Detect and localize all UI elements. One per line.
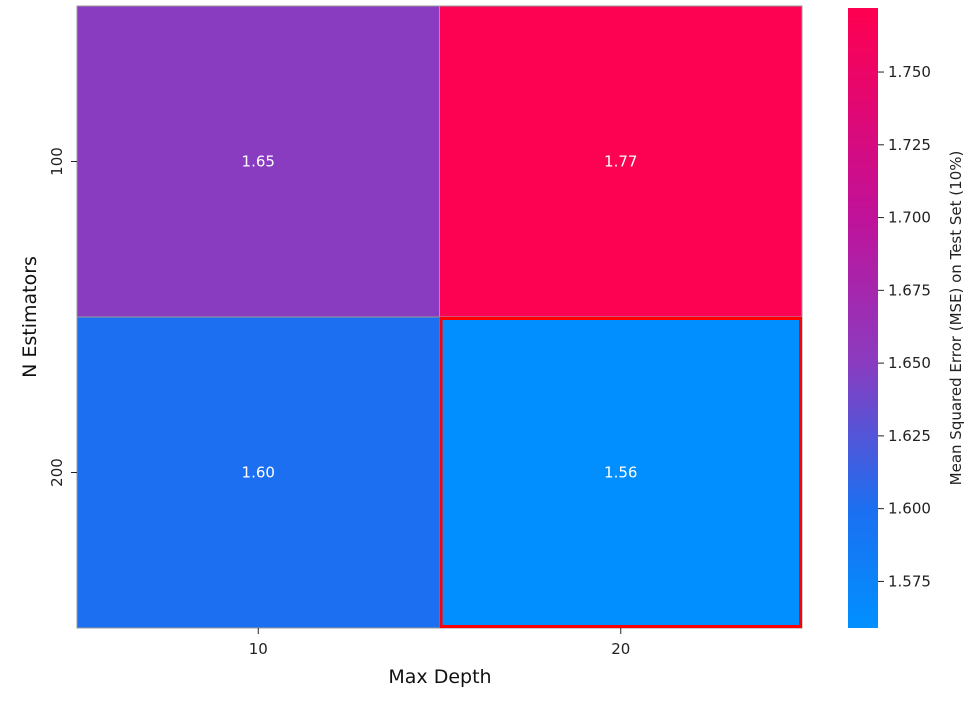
- heatmap-cell-100-10: [76, 5, 440, 318]
- y-axis-title: N Estimators: [19, 256, 41, 378]
- colorbar-tick-label: 1.625: [888, 427, 931, 445]
- x-axis-ticks: 10 20: [249, 628, 630, 658]
- colorbar-tick-label: 1.750: [888, 63, 931, 81]
- colorbar-title: Mean Squared Error (MSE) on Test Set (10…: [947, 151, 965, 486]
- cell-value-label: 1.60: [242, 464, 275, 482]
- y-tick-label: 100: [48, 147, 66, 176]
- x-axis-title: Max Depth: [388, 666, 491, 688]
- x-tick-label: 20: [611, 640, 630, 658]
- cell-value-label: 1.56: [604, 464, 637, 482]
- colorbar-tick-label: 1.600: [888, 500, 931, 518]
- cell-value-label: 1.77: [604, 153, 637, 171]
- x-tick-label: 10: [249, 640, 268, 658]
- colorbar-tick-label: 1.675: [888, 281, 931, 299]
- cell-value-label: 1.65: [242, 153, 275, 171]
- colorbar: 1.575 1.600 1.625 1.650 1.675 1.700 1.725 1.750: [848, 8, 931, 628]
- colorbar-tick-label: 1.575: [888, 572, 931, 590]
- colorbar-tick-label: 1.700: [888, 209, 931, 227]
- colorbar-tick-label: 1.725: [888, 136, 931, 154]
- colorbar-gradient: [848, 8, 878, 628]
- y-tick-label: 200: [48, 458, 66, 487]
- heatmap-cells: 1.65 1.77 1.60 1.56: [76, 5, 803, 629]
- heatmap-cell-100-20: [439, 5, 803, 318]
- heatmap-cell-200-20: [439, 316, 803, 629]
- colorbar-tick-label: 1.650: [888, 354, 931, 372]
- best-cell-highlight: [439, 317, 802, 628]
- y-axis-ticks: 100 200: [48, 147, 77, 487]
- heatmap-cell-200-10: [76, 316, 440, 629]
